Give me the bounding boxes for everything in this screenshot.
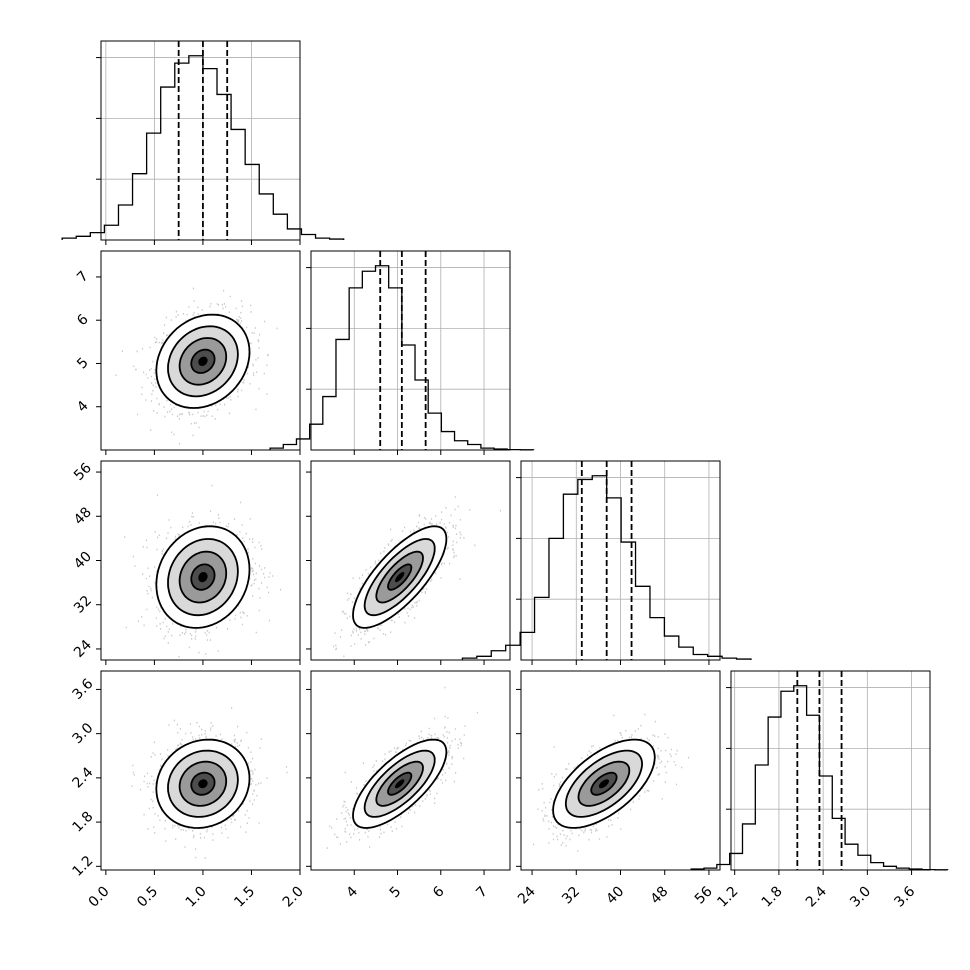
contour-line: [552, 738, 656, 829]
histogram-panel-0: [61, 40, 345, 245]
panel-content: [533, 713, 690, 852]
histogram-panel-1: [269, 250, 535, 455]
y-tick-label: 40: [71, 549, 95, 573]
panel-content: [131, 707, 288, 859]
scatter-panel-2-3: [516, 670, 721, 875]
x-tick-label: 3.6: [891, 883, 918, 910]
contour-line: [178, 760, 228, 807]
density-peak: [198, 572, 208, 583]
contour-line: [352, 738, 448, 829]
x-tick-label: 7: [473, 884, 491, 902]
contour-line: [155, 525, 251, 629]
x-tick-label: 56: [692, 883, 716, 907]
panel-content: [115, 287, 278, 445]
contour-line: [167, 325, 239, 398]
y-tick-label: 5: [74, 355, 92, 373]
y-tick-label: 2.4: [69, 764, 96, 791]
x-tick-label: 32: [559, 884, 583, 908]
contour-line: [167, 538, 239, 617]
scatter-panel-0-2: [96, 460, 301, 665]
contour-line: [375, 760, 424, 807]
contour-line: [178, 550, 228, 604]
histogram-panel-3: [690, 670, 949, 875]
y-tick-label: 6: [74, 311, 92, 329]
y-tick-label: 1.2: [69, 853, 96, 880]
contour-line: [352, 525, 448, 629]
density-peak: [395, 572, 405, 583]
contour-line: [155, 738, 251, 829]
contour-line: [363, 749, 436, 818]
contour-line: [155, 313, 251, 409]
y-tick-label: 7: [74, 268, 92, 286]
panel-frame: [310, 250, 511, 451]
panel-content: [326, 686, 479, 849]
contour-line: [190, 348, 216, 374]
density-peak: [198, 356, 208, 366]
scatter-panel-0-3: [96, 670, 301, 875]
contour-line: [178, 337, 228, 386]
y-tick-label: 48: [71, 504, 95, 528]
panel-frame: [100, 40, 301, 241]
contour-line: [577, 760, 631, 807]
y-tick-label: 3.6: [69, 676, 96, 703]
x-tick-label: 0.0: [86, 884, 113, 911]
x-tick-label: 40: [603, 884, 627, 908]
x-tick-label: 0.5: [134, 884, 161, 911]
histogram-steps: [461, 475, 752, 660]
x-tick-label: 1.5: [231, 884, 258, 911]
x-tick-label: 1.0: [183, 884, 210, 911]
x-tick-label: 2.4: [803, 883, 830, 910]
panel-content: [333, 496, 501, 658]
density-peak: [598, 779, 609, 789]
y-tick-label: 32: [71, 593, 95, 617]
panel-frame: [100, 670, 301, 871]
x-tick-label: 6: [430, 883, 448, 901]
density-peak: [198, 779, 208, 789]
scatter-panel-1-3: [306, 670, 511, 875]
x-tick-label: 48: [648, 884, 672, 908]
x-tick-label: 4: [343, 883, 361, 901]
panel-frame: [730, 670, 931, 871]
scatter-panel-1-2: [306, 460, 511, 665]
x-tick-label: 5: [387, 884, 405, 902]
y-tick-label: 24: [71, 637, 95, 661]
x-tick-label: 2.0: [280, 884, 307, 911]
y-tick-label: 1.8: [69, 809, 96, 836]
contour-line: [167, 749, 239, 818]
x-tick-label: 3.0: [847, 884, 874, 911]
panel-content: [124, 484, 282, 658]
x-tick-label: 1.2: [714, 884, 741, 911]
contour-line: [387, 771, 413, 796]
y-tick-label: 4: [74, 398, 92, 416]
panel-frame: [310, 670, 511, 871]
contour-line: [363, 538, 436, 617]
scatter-panel-0-1: [96, 250, 301, 455]
contour-line: [190, 771, 216, 796]
contour-line: [375, 550, 424, 604]
contour-line: [564, 749, 644, 818]
contour-line: [590, 771, 618, 796]
x-tick-label: 1.8: [759, 884, 786, 911]
density-peak: [395, 779, 405, 789]
histogram-panel-2: [461, 460, 752, 665]
y-tick-label: 3.0: [69, 720, 96, 747]
x-tick-label: 24: [515, 883, 539, 907]
y-tick-label: 56: [71, 460, 95, 484]
contour-line: [190, 563, 216, 591]
panel-frame: [100, 250, 301, 451]
contour-line: [387, 563, 413, 591]
